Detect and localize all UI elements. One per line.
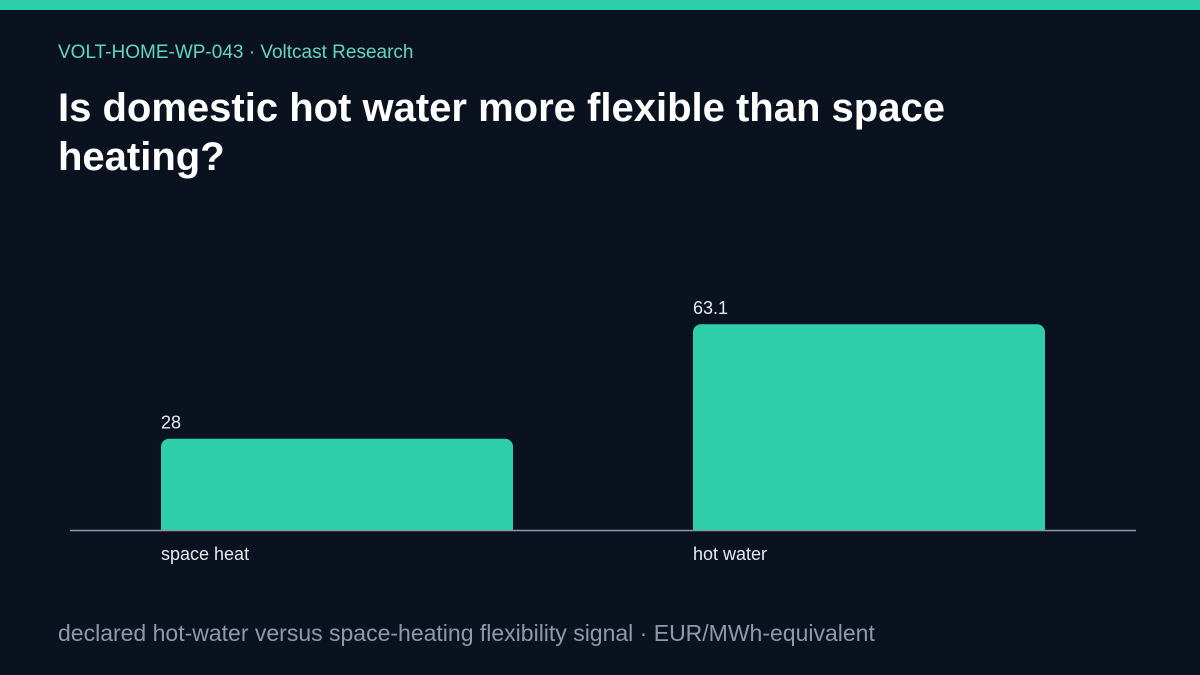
bar-space-heat	[161, 438, 513, 536]
top-accent-bar	[0, 0, 1200, 10]
chart-caption: declared hot-water versus space-heating …	[58, 620, 875, 646]
category-label: space heat	[161, 544, 249, 564]
bar-hot-water	[693, 324, 1045, 536]
report-kicker: VOLT-HOME-WP-043 · Voltcast Research	[58, 42, 414, 63]
bar-value-label: 63.1	[693, 298, 728, 318]
bar-value-label: 28	[161, 413, 181, 433]
baseline-mask	[70, 531, 1136, 539]
chart-title: Is domestic hot water more flexible than…	[58, 86, 945, 179]
category-label: hot water	[693, 544, 767, 564]
